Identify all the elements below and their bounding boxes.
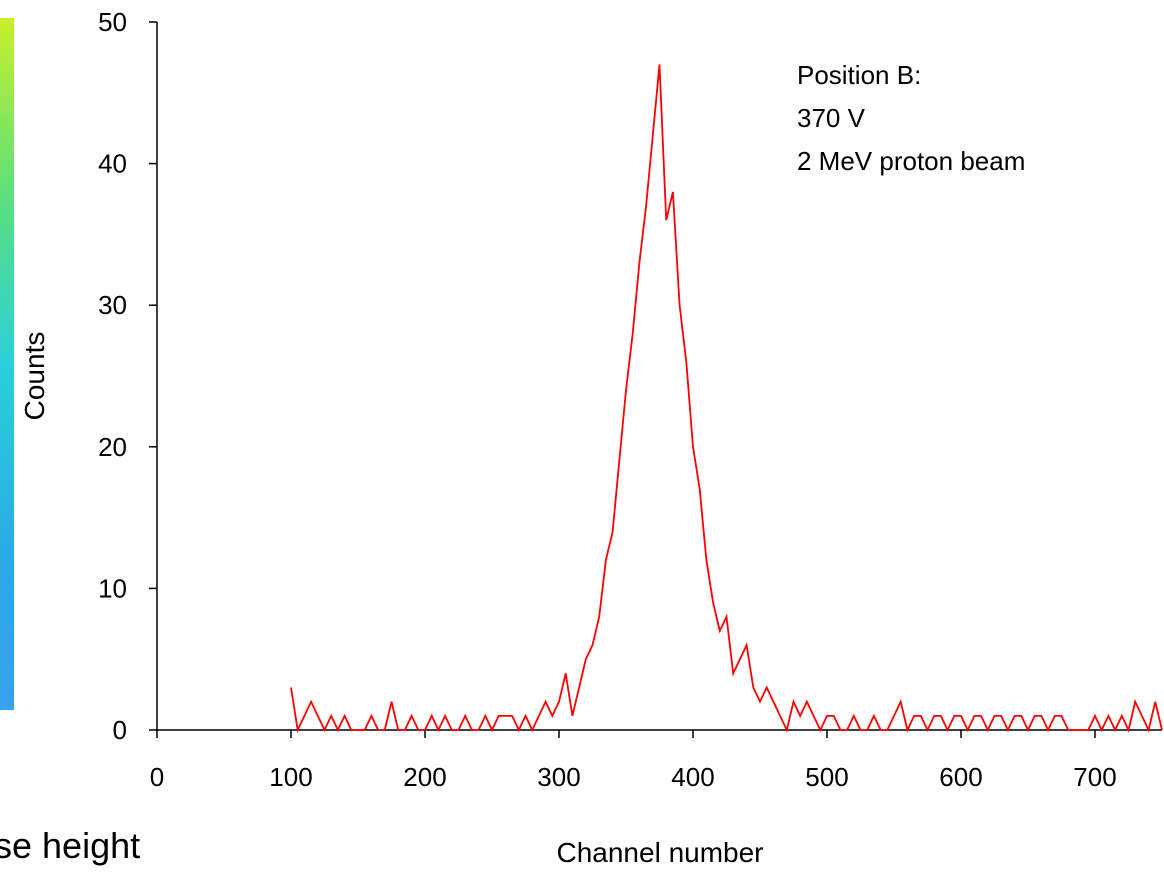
annotation: Position B: <box>797 60 921 90</box>
x-axis-label: Channel number <box>556 837 763 868</box>
x-tick-label: 700 <box>1073 762 1116 792</box>
side-label: se height <box>0 825 140 866</box>
y-tick-label: 50 <box>98 7 127 37</box>
x-tick-label: 200 <box>403 762 446 792</box>
y-tick-label: 10 <box>98 573 127 603</box>
y-tick-label: 20 <box>98 432 127 462</box>
annotation: 370 V <box>797 103 866 133</box>
y-axis-label: Counts <box>19 332 50 421</box>
x-tick-label: 100 <box>269 762 312 792</box>
annotation: 2 MeV proton beam <box>797 146 1025 176</box>
x-tick-label: 400 <box>671 762 714 792</box>
y-tick-label: 30 <box>98 290 127 320</box>
x-tick-label: 0 <box>150 762 164 792</box>
colorbar-fragment <box>0 18 14 710</box>
x-tick-label: 600 <box>939 762 982 792</box>
x-tick-label: 500 <box>805 762 848 792</box>
x-tick-label: 300 <box>537 762 580 792</box>
data-line <box>290 64 1163 734</box>
y-tick-label: 0 <box>113 715 127 745</box>
y-tick-label: 40 <box>98 149 127 179</box>
